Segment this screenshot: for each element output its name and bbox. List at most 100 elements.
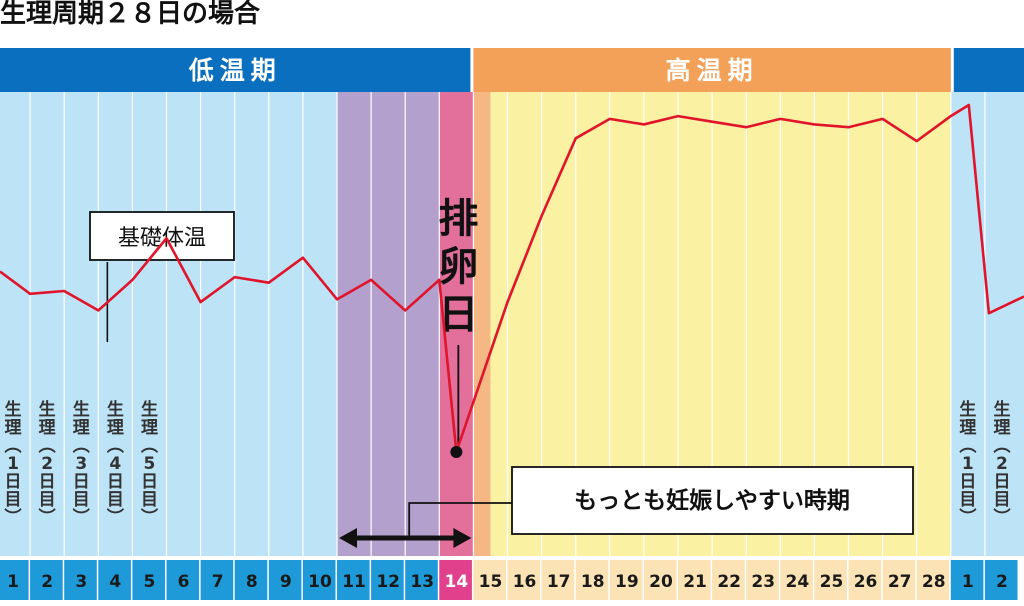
day-tick-label: 2 xyxy=(41,572,53,592)
day-tick-label: 1 xyxy=(962,572,974,592)
day-cell: 16 xyxy=(507,560,541,600)
day-cell: 6 xyxy=(166,560,200,600)
day-tick-label: 28 xyxy=(922,572,946,592)
day-tick-label: 22 xyxy=(717,572,741,592)
day-tick-label: 24 xyxy=(786,572,810,592)
day-cell: 11 xyxy=(337,560,370,600)
day-cell: 17 xyxy=(541,560,575,600)
day-cell-bg xyxy=(609,560,643,600)
ovulation-label: 排卵日 xyxy=(438,196,478,338)
day-cell-bg xyxy=(234,560,268,600)
day-tick-label: 8 xyxy=(246,572,258,592)
menses-day-label: 生理︵ 2 日目︶ xyxy=(39,399,56,528)
day-cell: 18 xyxy=(575,560,609,600)
day-cell: 3 xyxy=(64,560,97,600)
day-cell: 27 xyxy=(882,560,916,600)
fertile-arrow-left-head xyxy=(339,528,357,548)
day-tick-label: 10 xyxy=(308,572,332,592)
next-cycle-band xyxy=(953,48,1024,92)
day-cell-bg xyxy=(712,560,745,600)
day-cell-bg xyxy=(984,560,1018,600)
day-tick-label: 3 xyxy=(75,572,87,592)
day-cell-bg xyxy=(439,560,472,600)
day-cell: 1 xyxy=(0,560,29,600)
day-tick-label: 11 xyxy=(342,572,366,592)
low-phase-label: 低温期 xyxy=(188,56,282,85)
day-cell-bg xyxy=(405,560,438,600)
day-cell: 25 xyxy=(814,560,847,600)
high-phase-band xyxy=(473,48,951,92)
fertile-arrow-right-head xyxy=(453,528,472,548)
fertile-leader-line xyxy=(408,502,512,538)
day-cell-bg xyxy=(643,560,677,600)
day-cell-bg xyxy=(916,560,950,600)
day-cell: 7 xyxy=(200,560,234,600)
day-tick-label: 25 xyxy=(820,572,844,592)
day-cell: 22 xyxy=(712,560,745,600)
menses-day-label: 生理︵ 2 日目︶ xyxy=(993,399,1010,528)
day-cell-bg xyxy=(507,560,541,600)
menses-label-text: 生理︵ 1 日目︶ xyxy=(5,399,22,528)
day-tick-label: 5 xyxy=(144,572,156,592)
ovulation-day-bg xyxy=(439,92,474,556)
bbt-line xyxy=(0,103,1024,454)
menses-day-label: 生理︵ 5 日目︶ xyxy=(141,399,158,528)
day-cell-bg xyxy=(575,560,609,600)
menses-day-label: 生理︵ 1 日目︶ xyxy=(959,399,976,528)
day-tick-label: 1 xyxy=(7,572,19,592)
bbt-label: 基礎体温 xyxy=(118,226,206,251)
low-phase-band xyxy=(0,48,471,92)
day-tick-label: 9 xyxy=(280,572,292,592)
day-cell: 19 xyxy=(609,560,643,600)
day-15-bg xyxy=(473,92,491,556)
bbt-label-box xyxy=(89,211,235,261)
day-cell: 4 xyxy=(98,560,131,600)
day-tick-label: 19 xyxy=(615,572,639,592)
ovulation-point xyxy=(450,446,463,458)
day-cell-bg xyxy=(950,560,984,600)
menses-label-text: 生理︵ 5 日目︶ xyxy=(141,399,158,528)
menses-labels: 生理︵ 1 日目︶ 生理︵ 2 日目︶ 生理︵ 3 日目︶ 生理︵ 4 日目︶ 生理︵ 5 日目︶ 生理︵ 1 日… xyxy=(5,399,1011,528)
fertile-label: もっとも妊娠しやすい時期 xyxy=(574,488,850,514)
day-cell: 12 xyxy=(371,560,404,600)
day-tick-label: 6 xyxy=(178,572,190,592)
day-tick-label: 23 xyxy=(751,572,775,592)
day-tick-label: 2 xyxy=(996,572,1008,592)
day-cell-bg xyxy=(473,560,506,600)
day-cell-bg xyxy=(882,560,916,600)
day-cell: 21 xyxy=(678,560,711,600)
day-cell: 26 xyxy=(848,560,882,600)
day-cell-bg xyxy=(30,560,63,600)
day-cell-bg xyxy=(0,560,29,600)
day-tick-label: 4 xyxy=(109,572,121,592)
day-cell-bg xyxy=(200,560,234,600)
day-cell: 13 xyxy=(405,560,438,600)
day-tick-label: 14 xyxy=(445,572,469,592)
day-cell-bg xyxy=(268,560,302,600)
day-tick-label: 20 xyxy=(649,572,673,592)
menses-label-text: 生理︵ 4 日目︶ xyxy=(107,399,124,528)
day-cell: 9 xyxy=(268,560,302,600)
high-phase-label: 高温期 xyxy=(666,56,759,85)
menses-label-text: 生理︵ 2 日目︶ xyxy=(993,399,1010,528)
day-tick-label: 26 xyxy=(854,572,878,592)
day-cell-bg xyxy=(678,560,711,600)
phase-bands: 低温期 高温期 xyxy=(0,48,1024,92)
day-cell-bg xyxy=(814,560,847,600)
day-cell-bg xyxy=(541,560,575,600)
day-cell-bg xyxy=(746,560,779,600)
fertile-window-bg xyxy=(337,92,440,556)
day-cell: 14 xyxy=(439,560,472,600)
day-cell-bg xyxy=(98,560,131,600)
day-cell-bg xyxy=(64,560,97,600)
day-cell: 23 xyxy=(746,560,779,600)
fertile-label-box xyxy=(511,466,914,535)
day-cell-bg xyxy=(302,560,336,600)
menses-label-text: 生理︵ 3 日目︶ xyxy=(73,399,90,528)
day-cell-bg xyxy=(166,560,200,600)
day-cell: 20 xyxy=(643,560,677,600)
day-tick-label: 21 xyxy=(683,572,707,592)
day-cell: 2 xyxy=(30,560,63,600)
day-tick-label: 7 xyxy=(212,572,224,592)
